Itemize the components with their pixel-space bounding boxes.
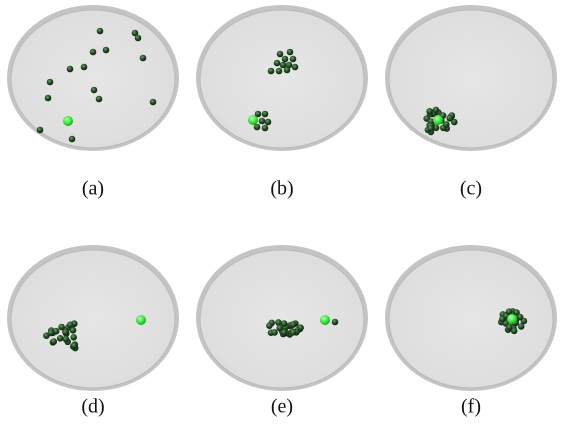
dish <box>200 10 364 148</box>
cell <box>506 324 513 331</box>
cell <box>275 319 282 326</box>
cell <box>150 99 157 106</box>
cell <box>518 323 525 330</box>
cell <box>268 68 275 75</box>
cell <box>47 79 54 86</box>
panels: (a) (b) (c) (d) (e) (f) <box>7 5 557 418</box>
panel-label: (c) <box>460 178 482 200</box>
cell <box>70 334 77 341</box>
cell <box>97 28 104 35</box>
cell <box>62 329 69 336</box>
cell <box>297 324 304 331</box>
cell <box>266 322 273 329</box>
panel: (a) <box>7 5 179 200</box>
panel-label: (f) <box>461 396 481 418</box>
cell <box>274 60 281 67</box>
target-cell <box>507 314 517 324</box>
target-cell <box>248 115 258 125</box>
cell <box>276 68 283 75</box>
panel-label: (b) <box>270 178 293 200</box>
cell <box>426 108 433 115</box>
dish <box>200 250 364 388</box>
cell <box>287 49 294 56</box>
cell <box>91 87 98 94</box>
cell <box>506 308 513 315</box>
panel: (b) <box>196 5 368 200</box>
target-cell <box>63 116 73 126</box>
cell <box>48 330 55 337</box>
cell <box>292 64 299 71</box>
cell <box>70 327 77 334</box>
target-cell <box>136 315 146 325</box>
cell <box>290 329 297 336</box>
cell <box>135 35 142 42</box>
cell <box>96 96 103 103</box>
cell <box>71 342 78 349</box>
cell <box>103 47 110 54</box>
panel-label: (a) <box>82 178 104 200</box>
cell <box>51 338 58 345</box>
panel: (d) <box>7 245 179 418</box>
cell <box>517 314 524 321</box>
cell <box>262 111 269 118</box>
cell <box>271 329 278 336</box>
cell <box>90 49 97 56</box>
target-cell <box>433 115 443 125</box>
cell <box>37 127 44 134</box>
cell <box>281 320 288 327</box>
cell <box>45 95 52 102</box>
cell <box>290 56 297 63</box>
dish <box>389 250 553 388</box>
figure: (a) (b) (c) (d) (e) (f) <box>0 0 568 424</box>
cell <box>265 119 272 126</box>
panel: (f) <box>385 245 557 418</box>
cell <box>433 107 440 114</box>
dish <box>389 10 553 148</box>
panel: (c) <box>385 5 557 200</box>
cell <box>140 55 147 62</box>
cell <box>69 136 76 143</box>
cell <box>262 125 269 132</box>
cell <box>63 336 70 343</box>
target-cell <box>320 315 330 325</box>
cell <box>427 125 434 132</box>
panel: (e) <box>196 245 368 418</box>
cell <box>57 335 64 342</box>
cell <box>284 67 291 74</box>
dish <box>11 10 175 148</box>
cell <box>290 321 297 328</box>
cell <box>446 115 453 122</box>
panel-label: (d) <box>81 396 104 418</box>
cell <box>259 118 266 125</box>
cell <box>282 56 289 63</box>
cell <box>281 329 288 336</box>
cell <box>277 51 284 58</box>
cell <box>332 319 339 326</box>
panel-label: (e) <box>271 396 293 418</box>
cell <box>81 64 88 71</box>
dish <box>11 250 175 388</box>
cell <box>67 66 74 73</box>
